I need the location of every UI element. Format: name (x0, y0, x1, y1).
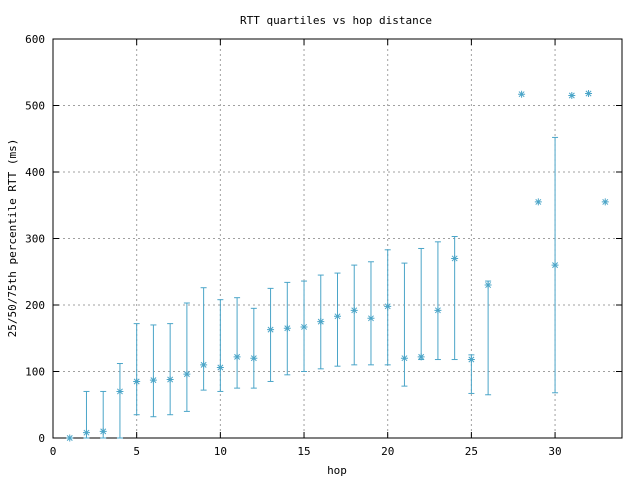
median-marker (267, 326, 275, 334)
median-marker (216, 364, 224, 372)
data-point (350, 264, 358, 366)
chart-title: RTT quartiles vs hop distance (240, 14, 432, 27)
y-tick-label: 600 (25, 33, 45, 46)
median-marker (551, 261, 559, 269)
data-point (434, 241, 442, 361)
y-tick-label: 0 (38, 432, 45, 445)
median-marker (417, 353, 425, 361)
median-marker (484, 281, 492, 289)
median-marker (99, 427, 107, 435)
median-marker (183, 370, 191, 378)
data-point (518, 90, 526, 98)
data-point (534, 198, 542, 206)
x-tick-label: 15 (297, 445, 310, 458)
median-marker (149, 376, 157, 384)
median-marker (601, 198, 609, 206)
x-axis-label: hop (327, 464, 347, 477)
median-marker (434, 306, 442, 314)
data-point (233, 297, 241, 389)
median-marker (367, 314, 375, 322)
y-tick-label: 100 (25, 366, 45, 379)
data-point (250, 307, 258, 389)
data-point (216, 299, 224, 392)
data-point (82, 390, 90, 439)
median-marker (467, 356, 475, 364)
grid-lines (53, 39, 622, 438)
data-point (183, 302, 191, 412)
data-point (400, 262, 408, 387)
median-marker (300, 323, 308, 331)
data-point (149, 324, 157, 418)
data-point (568, 92, 576, 100)
median-marker (384, 302, 392, 310)
median-marker (534, 198, 542, 206)
data-series (66, 90, 609, 442)
median-marker (166, 375, 174, 383)
median-marker (82, 429, 90, 437)
data-point (551, 136, 559, 394)
data-point (66, 434, 74, 442)
data-point (585, 90, 593, 98)
data-point (116, 363, 124, 439)
data-point (317, 274, 325, 370)
median-marker (451, 254, 459, 262)
data-point (283, 281, 291, 376)
median-marker (233, 353, 241, 361)
data-point (417, 247, 425, 361)
data-point (367, 261, 375, 366)
data-point (166, 323, 174, 416)
data-point (601, 198, 609, 206)
y-axis-label: 25/50/75th percentile RTT (ms) (6, 139, 19, 338)
data-point (467, 354, 475, 394)
median-marker (250, 354, 258, 362)
median-marker (133, 377, 141, 385)
median-marker (200, 361, 208, 369)
x-tick-label: 30 (548, 445, 561, 458)
x-tick-label: 0 (50, 445, 57, 458)
median-marker (334, 312, 341, 320)
data-point (200, 287, 208, 391)
median-marker (400, 354, 408, 362)
x-tick-label: 25 (465, 445, 478, 458)
x-tick-label: 20 (381, 445, 394, 458)
median-marker (585, 90, 593, 98)
data-point (133, 323, 141, 416)
median-marker (66, 434, 74, 442)
data-point (267, 287, 275, 382)
x-tick-label: 5 (133, 445, 140, 458)
x-tick-label: 10 (214, 445, 227, 458)
median-marker (116, 387, 124, 395)
median-marker (568, 92, 576, 100)
data-point (99, 390, 107, 439)
data-point (384, 249, 392, 366)
data-point (300, 280, 308, 372)
data-point (451, 236, 459, 361)
data-point (334, 272, 341, 367)
median-marker (317, 318, 325, 326)
y-tick-label: 400 (25, 166, 45, 179)
y-tick-label: 200 (25, 299, 45, 312)
median-marker (283, 324, 291, 332)
median-marker (518, 90, 526, 98)
y-tick-label: 300 (25, 233, 45, 246)
median-marker (350, 306, 358, 314)
data-point (484, 280, 492, 396)
y-tick-label: 500 (25, 100, 45, 113)
